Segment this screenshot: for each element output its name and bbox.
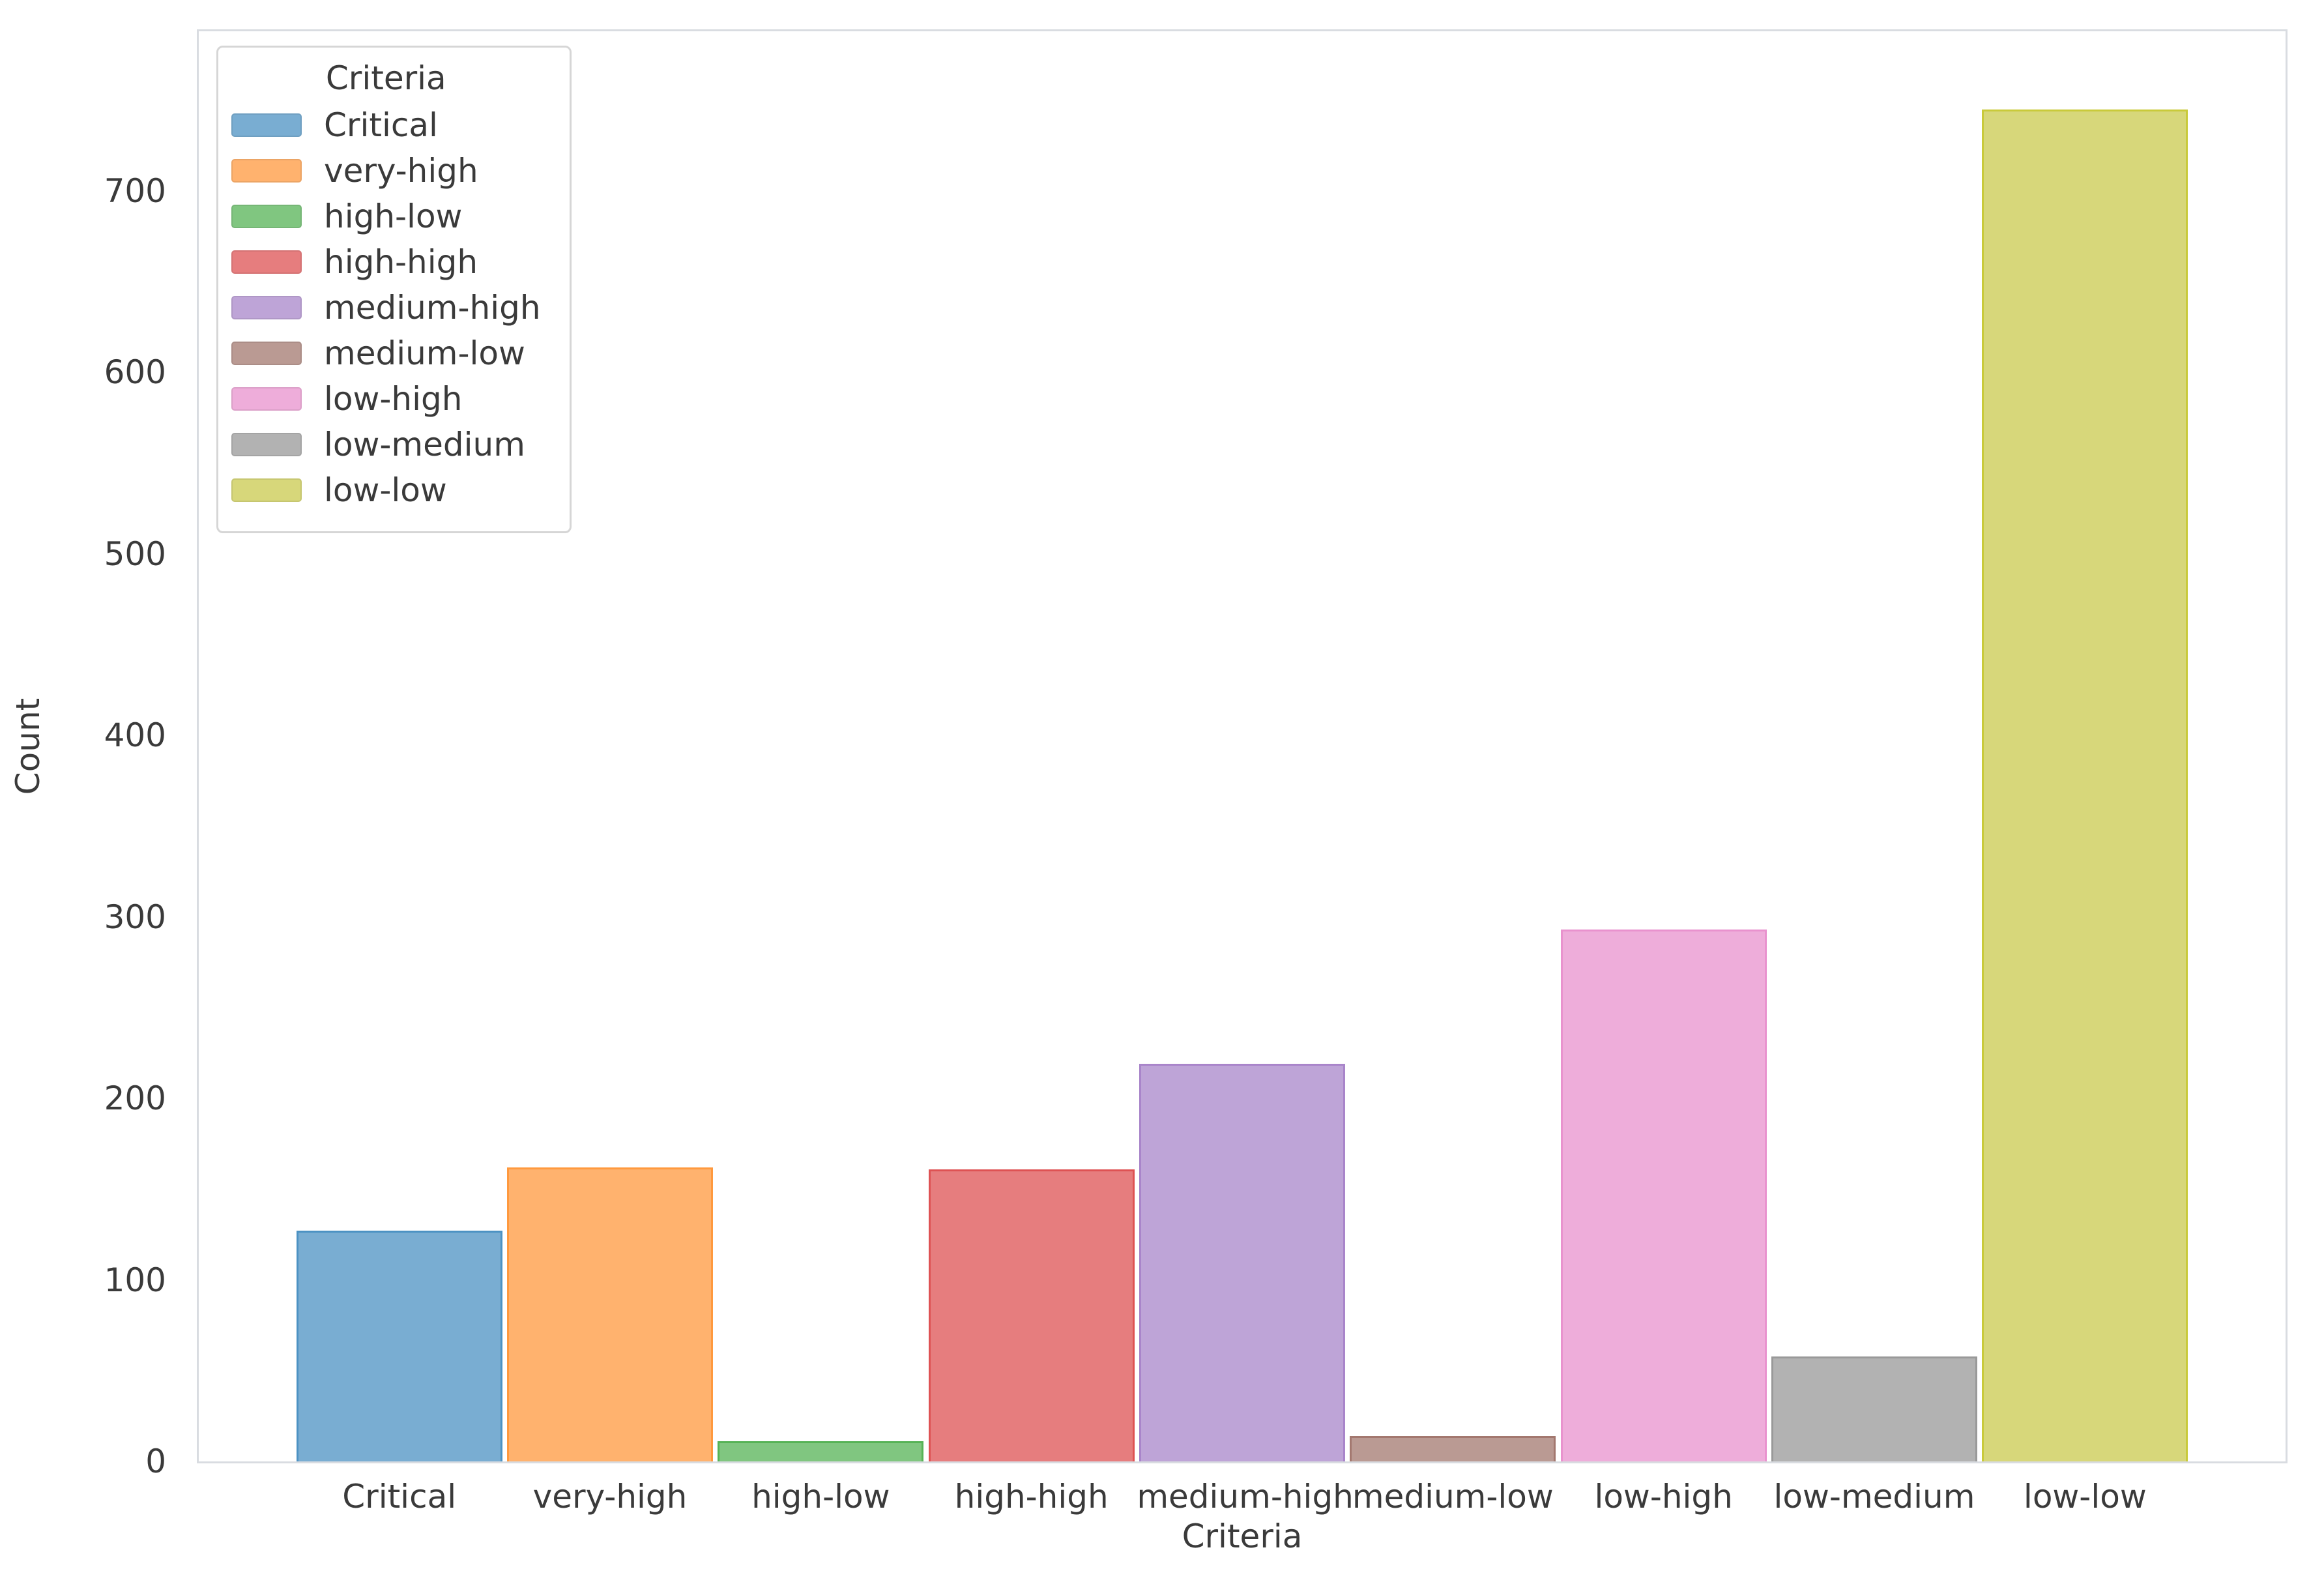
legend-item: low-medium xyxy=(231,422,541,467)
legend-item: low-low xyxy=(231,467,541,513)
x-tick-label: low-medium xyxy=(1773,1478,1975,1516)
legend-swatch xyxy=(231,433,302,456)
legend-item-label: medium-low xyxy=(324,334,525,372)
x-tick-label: high-high xyxy=(954,1478,1109,1516)
legend-item: Critical xyxy=(231,102,541,148)
legend-swatch xyxy=(231,387,302,411)
legend-item-label: high-low xyxy=(324,198,463,235)
legend-item: medium-high xyxy=(231,285,541,330)
legend-item-label: low-high xyxy=(324,380,463,418)
legend-item: high-high xyxy=(231,239,541,285)
y-tick-label: 600 xyxy=(104,353,166,392)
legend-item-label: low-low xyxy=(324,471,447,509)
y-tick-label: 300 xyxy=(104,898,166,936)
legend-item: low-high xyxy=(231,376,541,422)
y-tick-label: 100 xyxy=(104,1261,166,1299)
plot-area: 0 100 200 300 400 500 600 700 Critical very-high… xyxy=(9,29,2288,1555)
y-tick-label: 700 xyxy=(104,172,166,210)
legend-item: high-low xyxy=(231,194,541,239)
legend-swatch xyxy=(231,159,302,183)
x-axis-label: Criteria xyxy=(1182,1517,1303,1555)
legend-title: Criteria xyxy=(325,59,446,97)
y-tick-label: 400 xyxy=(104,716,166,755)
x-tick-label: low-high xyxy=(1594,1478,1733,1516)
legend-item-label: very-high xyxy=(324,152,478,190)
legend-item-label: high-high xyxy=(324,243,478,281)
legend: Criteria Critical very-high high-low high-h… xyxy=(216,46,572,533)
bar-low-low xyxy=(1982,109,2188,1461)
legend-item-label: Critical xyxy=(324,106,438,144)
y-tick-label: 500 xyxy=(104,535,166,573)
x-tick-label: medium-low xyxy=(1352,1478,1554,1516)
x-tick-label: medium-high xyxy=(1137,1478,1354,1516)
legend-item-label: medium-high xyxy=(324,289,541,327)
bar-high-high xyxy=(928,1169,1135,1461)
x-tick-label: Critical xyxy=(342,1478,457,1516)
x-tick-label: high-low xyxy=(751,1478,890,1516)
legend-item: very-high xyxy=(231,148,541,194)
legend-item-label: low-medium xyxy=(324,426,525,463)
y-axis-label: Count xyxy=(9,697,47,795)
y-tick-label: 0 xyxy=(145,1443,166,1480)
bar-low-medium xyxy=(1771,1356,1978,1461)
legend-items: Critical very-high high-low high-high medium… xyxy=(231,102,541,513)
bar-high-low xyxy=(718,1441,924,1461)
legend-item: medium-low xyxy=(231,330,541,376)
legend-swatch xyxy=(231,478,302,502)
bars-layer xyxy=(199,31,2286,1461)
bar-Critical xyxy=(296,1231,502,1461)
bar-medium-high xyxy=(1139,1064,1346,1461)
bar-low-high xyxy=(1560,930,1767,1461)
x-tick-label: low-low xyxy=(2023,1478,2147,1516)
legend-swatch xyxy=(231,250,302,274)
legend-swatch xyxy=(231,205,302,228)
bar-very-high xyxy=(506,1167,714,1461)
legend-swatch xyxy=(231,342,302,365)
legend-swatch xyxy=(231,296,302,319)
bar-medium-low xyxy=(1350,1436,1556,1461)
y-tick-label: 200 xyxy=(104,1079,166,1118)
legend-swatch xyxy=(231,113,302,137)
x-tick-label: very-high xyxy=(532,1478,688,1516)
